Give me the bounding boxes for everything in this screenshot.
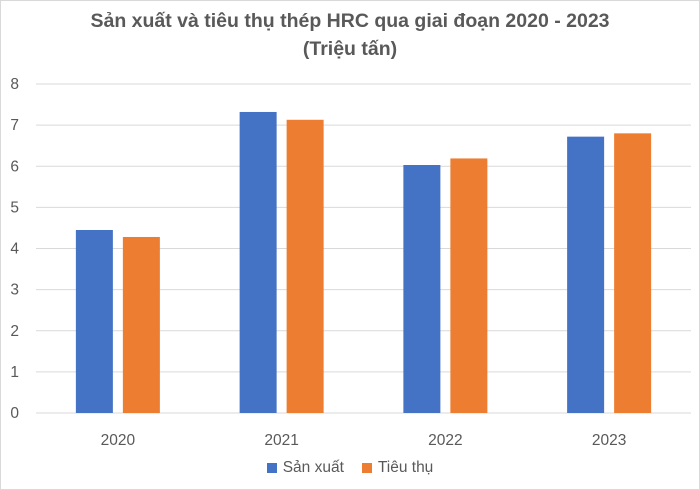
bar-san-xuat-2021: [239, 111, 277, 413]
y-tick-label: 0: [10, 405, 19, 422]
y-tick-label: 1: [10, 364, 19, 381]
bar-san-xuat-2020: [75, 229, 113, 413]
y-tick-label: 3: [10, 282, 19, 299]
y-tick-label: 2: [10, 323, 19, 340]
bar-tieu-thu-2020: [122, 236, 160, 413]
legend-label-san-xuat: Sản xuất: [282, 459, 344, 476]
bar-tieu-thu-2023: [614, 133, 652, 413]
bar-tieu-thu-2022: [450, 158, 488, 413]
chart-title-block: Sản xuất và tiêu thụ thép HRC qua giai đ…: [1, 7, 699, 63]
legend-item-tieu-thu: Tiêu thụ: [361, 459, 434, 477]
y-tick-label: 4: [10, 241, 19, 258]
x-tick-label: 2020: [101, 432, 136, 449]
bar-san-xuat-2023: [567, 136, 605, 413]
chart-legend: Sản xuất Tiêu thụ: [1, 459, 699, 477]
x-tick-label: 2022: [428, 432, 462, 449]
legend-swatch-san-xuat: [266, 463, 277, 473]
y-tick-label: 7: [10, 117, 19, 134]
legend-item-san-xuat: Sản xuất: [266, 459, 344, 477]
y-tick-label: 8: [10, 76, 19, 93]
bar-san-xuat-2022: [403, 165, 441, 413]
bar-tieu-thu-2021: [286, 119, 324, 413]
legend-swatch-tieu-thu: [361, 463, 372, 473]
chart-subtitle: (Triệu tấn): [302, 38, 398, 60]
y-tick-label: 5: [10, 199, 19, 216]
chart-title: Sản xuất và tiêu thụ thép HRC qua giai đ…: [90, 10, 610, 32]
y-tick-label: 6: [10, 158, 19, 175]
x-tick-label: 2021: [264, 432, 298, 449]
x-tick-label: 2023: [592, 432, 626, 449]
legend-label-tieu-thu: Tiêu thụ: [377, 459, 434, 476]
